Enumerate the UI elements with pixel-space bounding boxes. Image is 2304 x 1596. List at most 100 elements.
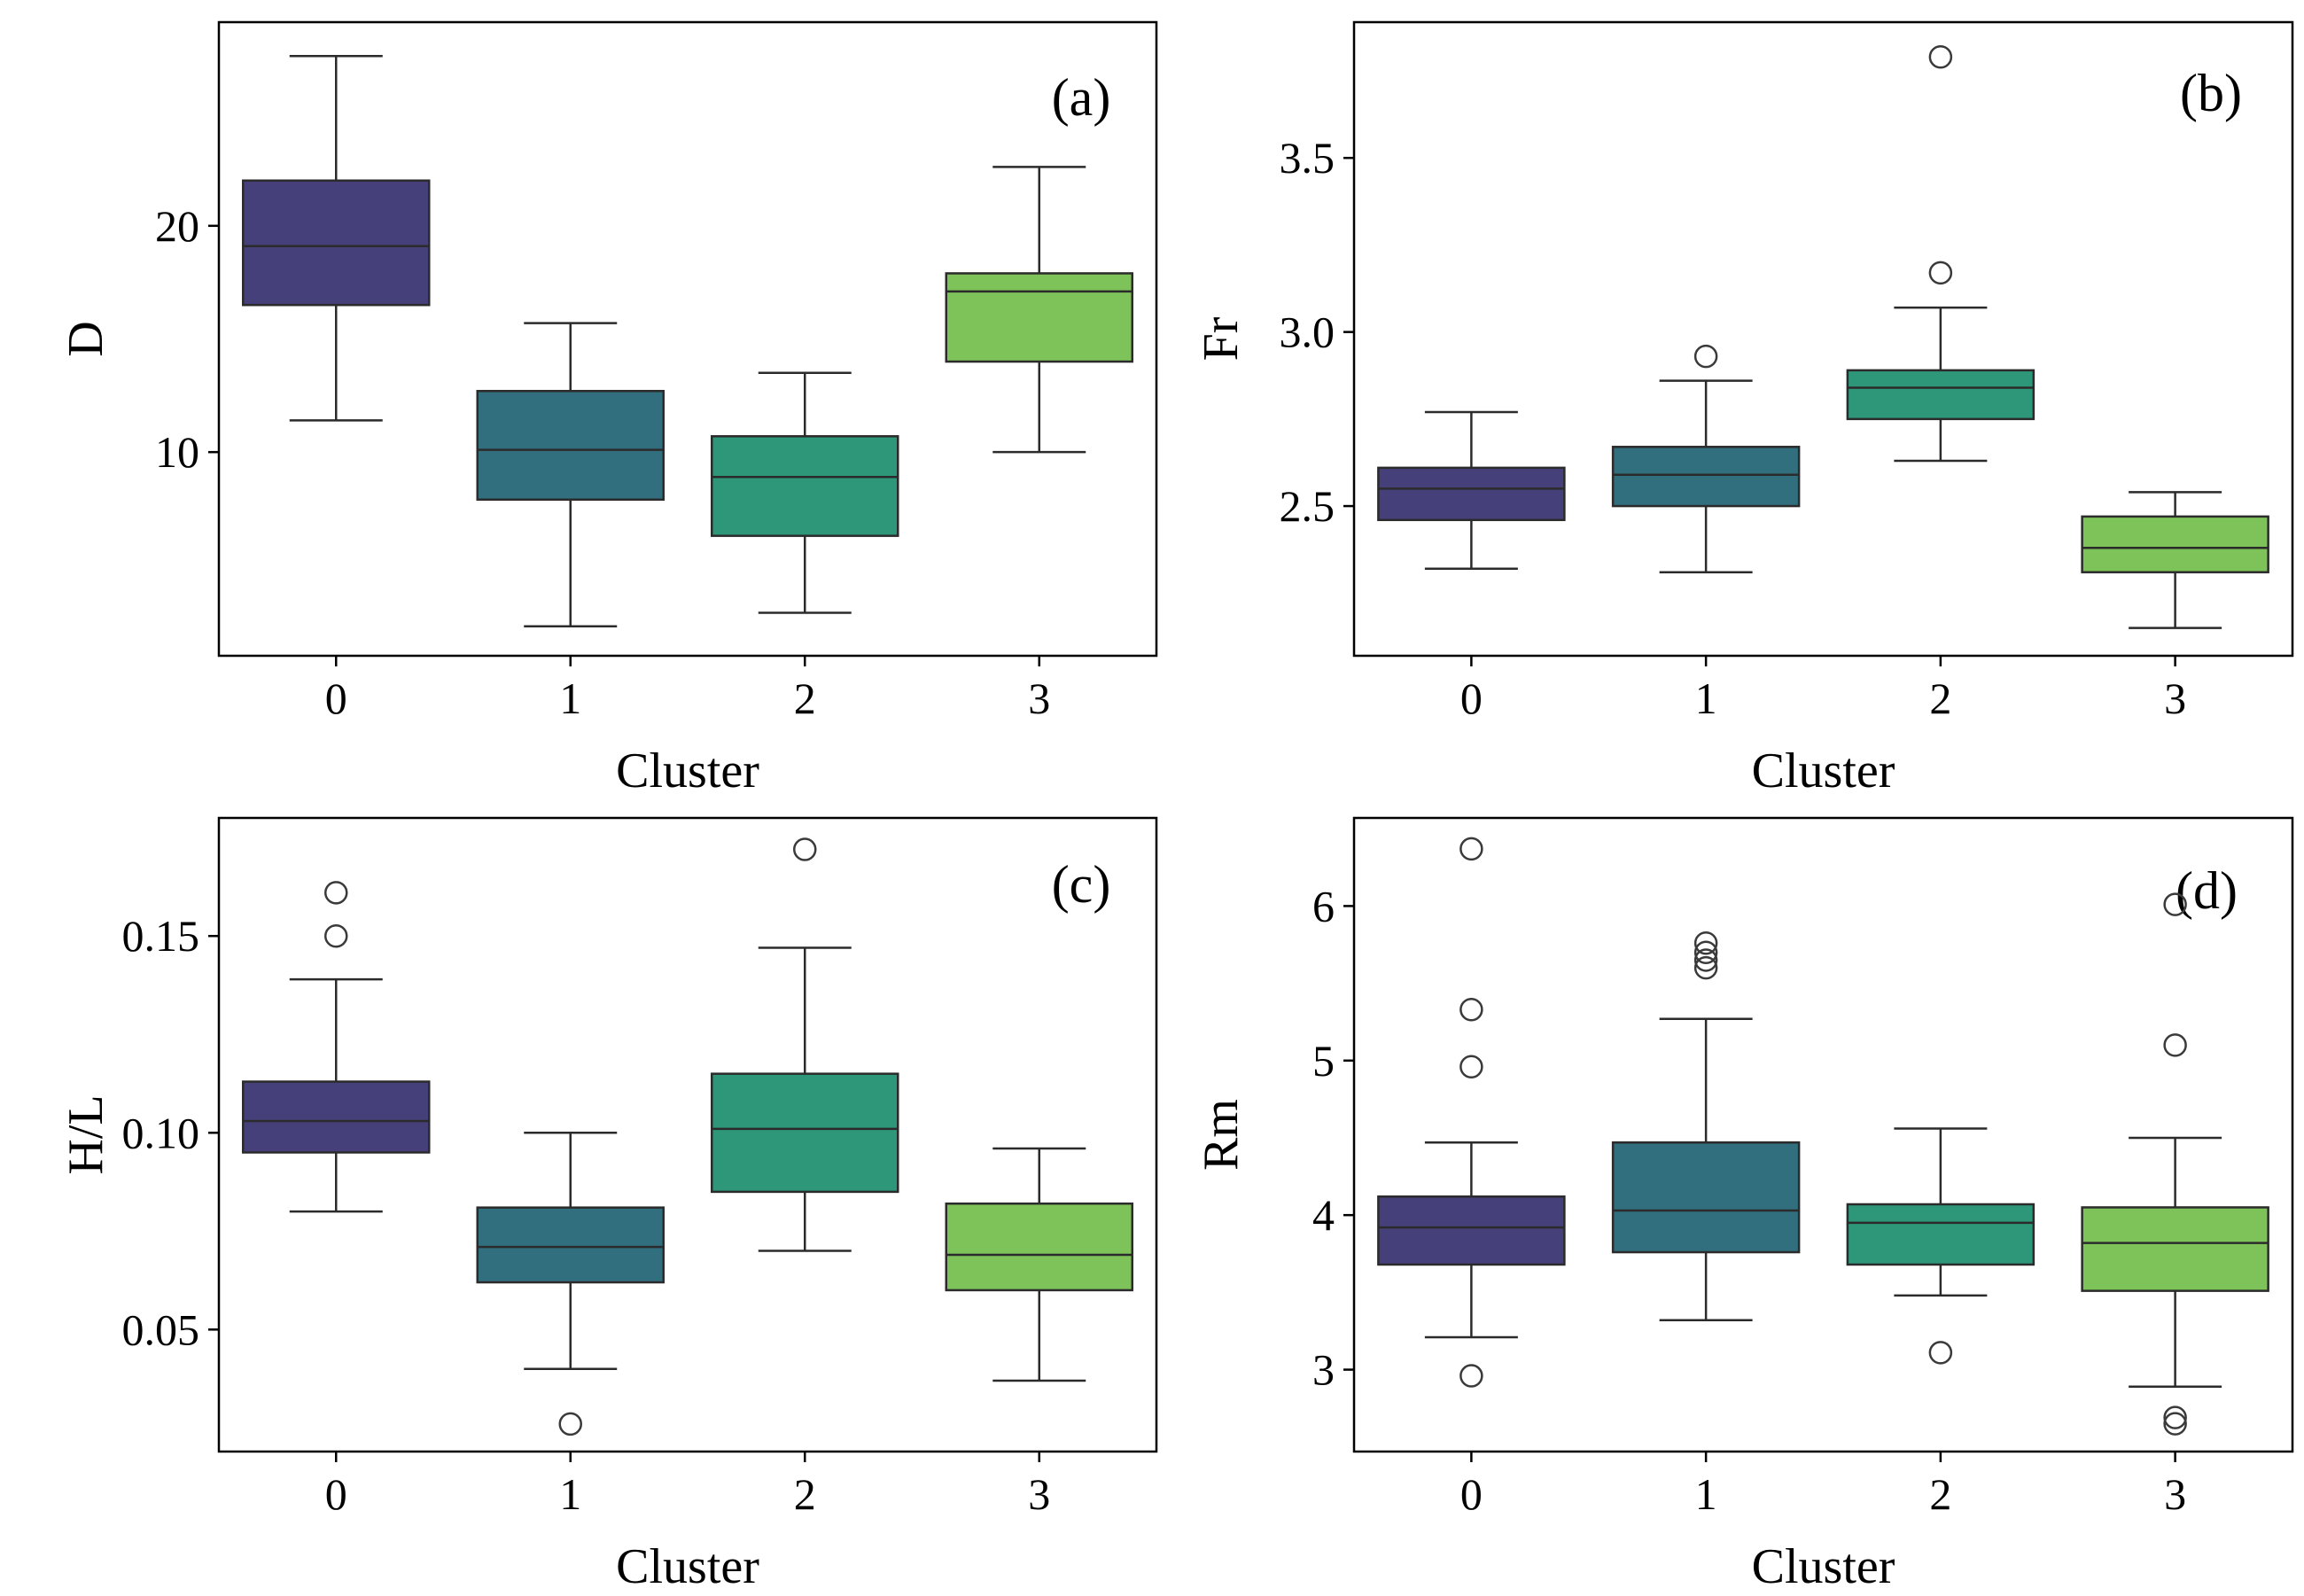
x-tick-label-c: 2 [794,1469,816,1519]
y-tick-label-d: 4 [1312,1190,1335,1240]
iqr-box [1611,446,1801,508]
iqr-box [945,272,1133,363]
y-tick-label-d: 6 [1312,881,1335,930]
x-tick-label-d: 0 [1460,1469,1483,1519]
box-c-cluster-2 [711,837,899,1252]
x-tick-label-d: 3 [2164,1469,2186,1519]
outlier-point [1459,997,1483,1022]
iqr-box [476,1206,665,1284]
panel-label-c: (c) [1052,855,1111,914]
x-axis-label-c: Cluster [616,1539,759,1594]
box-c-cluster-0 [242,881,431,1213]
iqr-box [242,1080,431,1154]
y-tick-label-a: 10 [155,427,199,477]
box-b-cluster-3 [2081,491,2269,629]
y-tick-label-b: 3.5 [1280,133,1335,183]
outlier-point [1693,931,1718,955]
x-axis-label-a: Cluster [616,744,759,798]
panel-label-a: (a) [1052,68,1111,127]
outlier-point [1693,344,1718,369]
box-a-cluster-3 [945,166,1133,454]
outlier-point [2163,892,2187,916]
outlier-point [1459,1364,1483,1388]
box-a-cluster-1 [476,322,665,628]
box-b-cluster-0 [1377,410,1566,571]
outlier-point [1693,940,1718,964]
x-tick-label-b: 3 [2164,673,2186,723]
x-tick-label-c: 3 [1028,1469,1050,1519]
x-tick-label-a: 1 [559,673,581,723]
y-tick-label-b: 3.0 [1280,308,1335,357]
x-tick-label-a: 0 [325,673,347,723]
x-tick-label-b: 1 [1695,673,1717,723]
iqr-box [1846,369,2035,421]
panel-c: 0.05 0.10 0.15 0 1 2 3 Cluster H/L (c) [58,816,1158,1594]
iqr-box [1377,466,1566,522]
x-tick-label-a: 3 [1028,673,1050,723]
panel-label-b: (b) [2180,64,2242,122]
iqr-box [2081,515,2269,573]
y-tick-label-d: 3 [1312,1345,1335,1395]
outlier-point [793,837,817,861]
outlier-point [558,1412,582,1436]
outlier-point [2163,1405,2187,1429]
panel-b: 2.5 3.0 3.5 0 1 2 3 Cluster Fr (b) [1194,20,2294,798]
x-tick-label-a: 2 [794,673,816,723]
axes-frame-b [1352,20,2294,658]
box-d-cluster-2 [1846,1127,2035,1365]
iqr-box [711,435,899,537]
y-tick-label-c: 0.10 [122,1108,200,1157]
box-d-cluster-1 [1611,931,1801,1322]
box-d-cluster-3 [2081,892,2269,1436]
box-c-cluster-1 [476,1132,665,1436]
y-tick-label-c: 0.15 [122,911,200,961]
panel-label-d: (d) [2176,861,2238,920]
box-b-cluster-1 [1611,344,1801,573]
y-tick-label-d: 5 [1312,1036,1335,1086]
iqr-box [1377,1195,1566,1266]
x-axis-label-b: Cluster [1752,744,1895,798]
x-tick-label-c: 0 [325,1469,347,1519]
panel-a: 10 20 0 1 2 3 Cluster D (a) [58,20,1158,798]
outlier-point [2163,1412,2187,1436]
iqr-box [945,1202,1133,1292]
iqr-box [711,1072,899,1194]
outlier-point [324,923,348,948]
box-a-cluster-2 [711,371,899,614]
x-tick-label-b: 2 [1929,673,1951,723]
axes-frame-a [217,20,1158,658]
y-axis-label-a: D [58,321,113,356]
iqr-box [2081,1206,2269,1292]
outlier-point [2163,1033,2187,1057]
x-axis-label-d: Cluster [1752,1539,1895,1594]
x-tick-label-b: 0 [1460,673,1483,723]
axes-frame-c [217,816,1158,1453]
outlier-point [1459,837,1483,861]
iqr-box [242,179,431,307]
iqr-box [476,389,665,502]
outlier-point [1928,45,1953,69]
iqr-box [1611,1141,1801,1254]
x-tick-label-c: 1 [559,1469,581,1519]
outlier-point [324,881,348,905]
outlier-point [1928,261,1953,285]
box-d-cluster-0 [1377,837,1566,1388]
outlier-point [1693,955,1718,980]
y-tick-label-c: 0.05 [122,1304,200,1354]
box-b-cluster-2 [1846,45,2035,463]
x-tick-label-d: 2 [1929,1469,1951,1519]
box-c-cluster-3 [945,1147,1133,1382]
x-tick-label-d: 1 [1695,1469,1717,1519]
y-axis-label-d: Rm [1194,1099,1249,1171]
outlier-point [1459,1055,1483,1079]
panel-d: 3 4 5 6 0 1 2 3 Cluster Rm (d) [1194,816,2294,1594]
y-tick-label-b: 2.5 [1280,481,1335,531]
box-a-cluster-0 [242,55,431,422]
axes-frame-d [1352,816,2294,1453]
y-tick-label-a: 20 [155,201,199,251]
iqr-box [1846,1203,2035,1266]
y-axis-label-c: H/L [58,1094,113,1174]
y-axis-label-b: Fr [1194,316,1249,361]
outlier-point [1693,948,1718,972]
